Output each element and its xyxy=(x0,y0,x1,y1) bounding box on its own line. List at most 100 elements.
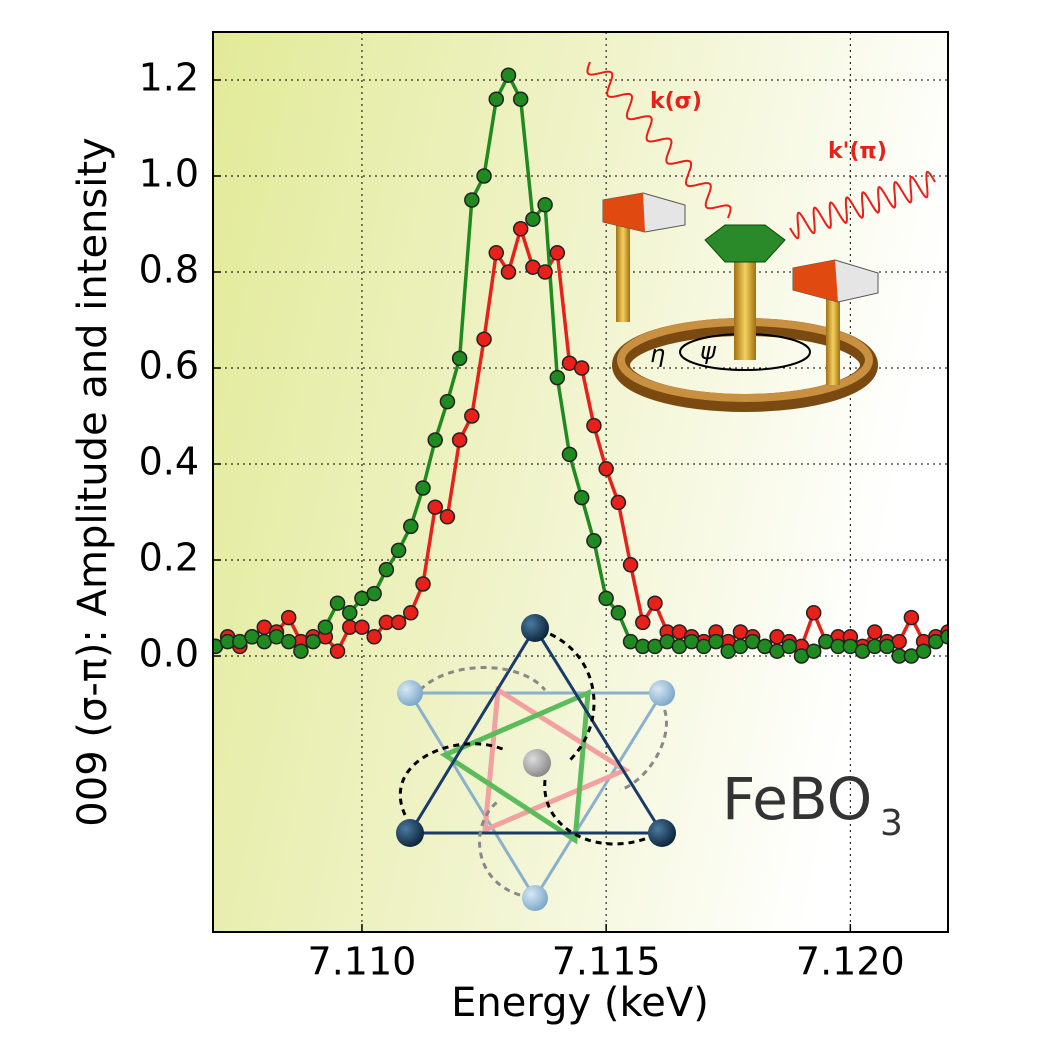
x-tick-label: 7.115 xyxy=(552,940,661,984)
data xyxy=(213,67,948,664)
compound-subscript: 3 xyxy=(880,803,903,844)
data-point xyxy=(708,633,724,650)
data-point xyxy=(366,629,382,645)
data-point xyxy=(427,499,443,515)
data-point xyxy=(610,605,627,621)
annotation: ψ xyxy=(700,337,717,365)
arrow xyxy=(619,699,668,792)
data-point xyxy=(805,643,822,659)
data-point xyxy=(561,446,578,463)
data-point xyxy=(366,585,382,602)
arrow xyxy=(543,779,656,846)
illustrations xyxy=(396,61,936,911)
block xyxy=(793,260,838,302)
y-tick-label: 0.2 xyxy=(139,536,199,580)
x-ray xyxy=(586,61,732,219)
data-point xyxy=(427,432,443,448)
x-tick-label: 7.120 xyxy=(796,940,905,984)
arrow xyxy=(418,666,547,692)
data-point xyxy=(598,461,614,477)
data-point xyxy=(586,417,602,434)
data-point xyxy=(537,197,553,213)
data-point xyxy=(915,643,932,659)
data-point xyxy=(439,393,456,410)
y-tick-label: 0.0 xyxy=(139,632,199,676)
data-point xyxy=(525,211,541,227)
y-tick-label: 0.4 xyxy=(139,440,199,484)
bond xyxy=(482,685,631,834)
pillar xyxy=(826,290,840,385)
data-point xyxy=(390,542,407,559)
data-point xyxy=(317,619,334,635)
data-point xyxy=(647,595,663,611)
annotation: η xyxy=(650,340,665,368)
data-point xyxy=(403,518,419,535)
y-tick-label: 0.6 xyxy=(139,344,199,388)
data-point xyxy=(549,369,566,386)
bond xyxy=(407,625,665,835)
arrow xyxy=(398,742,506,816)
data-point xyxy=(781,638,798,655)
data-point xyxy=(476,168,492,184)
data-point xyxy=(280,609,297,626)
data-point xyxy=(879,638,895,655)
data-point xyxy=(341,605,358,621)
y-tick-label: 0.8 xyxy=(139,248,199,292)
atom xyxy=(396,819,424,847)
atom xyxy=(397,680,423,706)
annotation: k(σ) xyxy=(650,89,702,114)
x-tick-label: 7.110 xyxy=(308,940,417,984)
data-point xyxy=(635,614,651,631)
atom xyxy=(648,819,676,847)
data-point xyxy=(354,619,370,635)
data-point xyxy=(464,408,480,424)
bond xyxy=(407,691,665,901)
data-point xyxy=(573,360,590,376)
data-point xyxy=(598,590,614,607)
data-point xyxy=(390,614,407,631)
data-point xyxy=(293,643,309,659)
atom xyxy=(649,680,675,706)
block xyxy=(603,193,645,232)
data-point xyxy=(622,557,639,573)
pillar xyxy=(734,250,756,360)
atom xyxy=(522,885,548,911)
plot-frame xyxy=(212,31,949,933)
data-point xyxy=(305,633,321,650)
data-point xyxy=(439,509,456,525)
bond xyxy=(439,689,591,845)
annotation: k'(π) xyxy=(828,139,887,164)
data-point xyxy=(549,245,566,261)
y-axis-label: 009 (σ-π): Amplitude and intensity xyxy=(70,137,116,826)
data-point xyxy=(280,633,297,650)
arrow xyxy=(478,798,521,897)
data-point xyxy=(940,629,948,645)
data-point xyxy=(378,561,395,578)
atom xyxy=(523,749,551,777)
data-point xyxy=(488,91,505,107)
compound-label: FeBO xyxy=(722,765,872,833)
data-point xyxy=(476,331,492,347)
data-point xyxy=(329,643,346,659)
x-ray xyxy=(789,170,936,240)
data-point xyxy=(415,480,431,496)
data-point xyxy=(500,264,517,280)
data-point xyxy=(488,245,505,261)
data-point xyxy=(805,605,822,621)
pillar xyxy=(616,212,630,322)
x-axis-label: Energy (keV) xyxy=(451,980,709,1026)
data-point xyxy=(451,350,468,367)
data-point xyxy=(451,432,468,448)
data-point xyxy=(573,489,590,506)
y-tick-label: 1.2 xyxy=(139,56,199,100)
data-point xyxy=(903,609,920,626)
arrow xyxy=(539,628,596,762)
data-point xyxy=(500,67,517,83)
data-point xyxy=(403,605,419,621)
data-point xyxy=(537,264,553,280)
data-point xyxy=(512,91,529,107)
crystal xyxy=(704,224,786,263)
data-point xyxy=(866,624,883,640)
y-tick-label: 1.0 xyxy=(139,152,199,196)
